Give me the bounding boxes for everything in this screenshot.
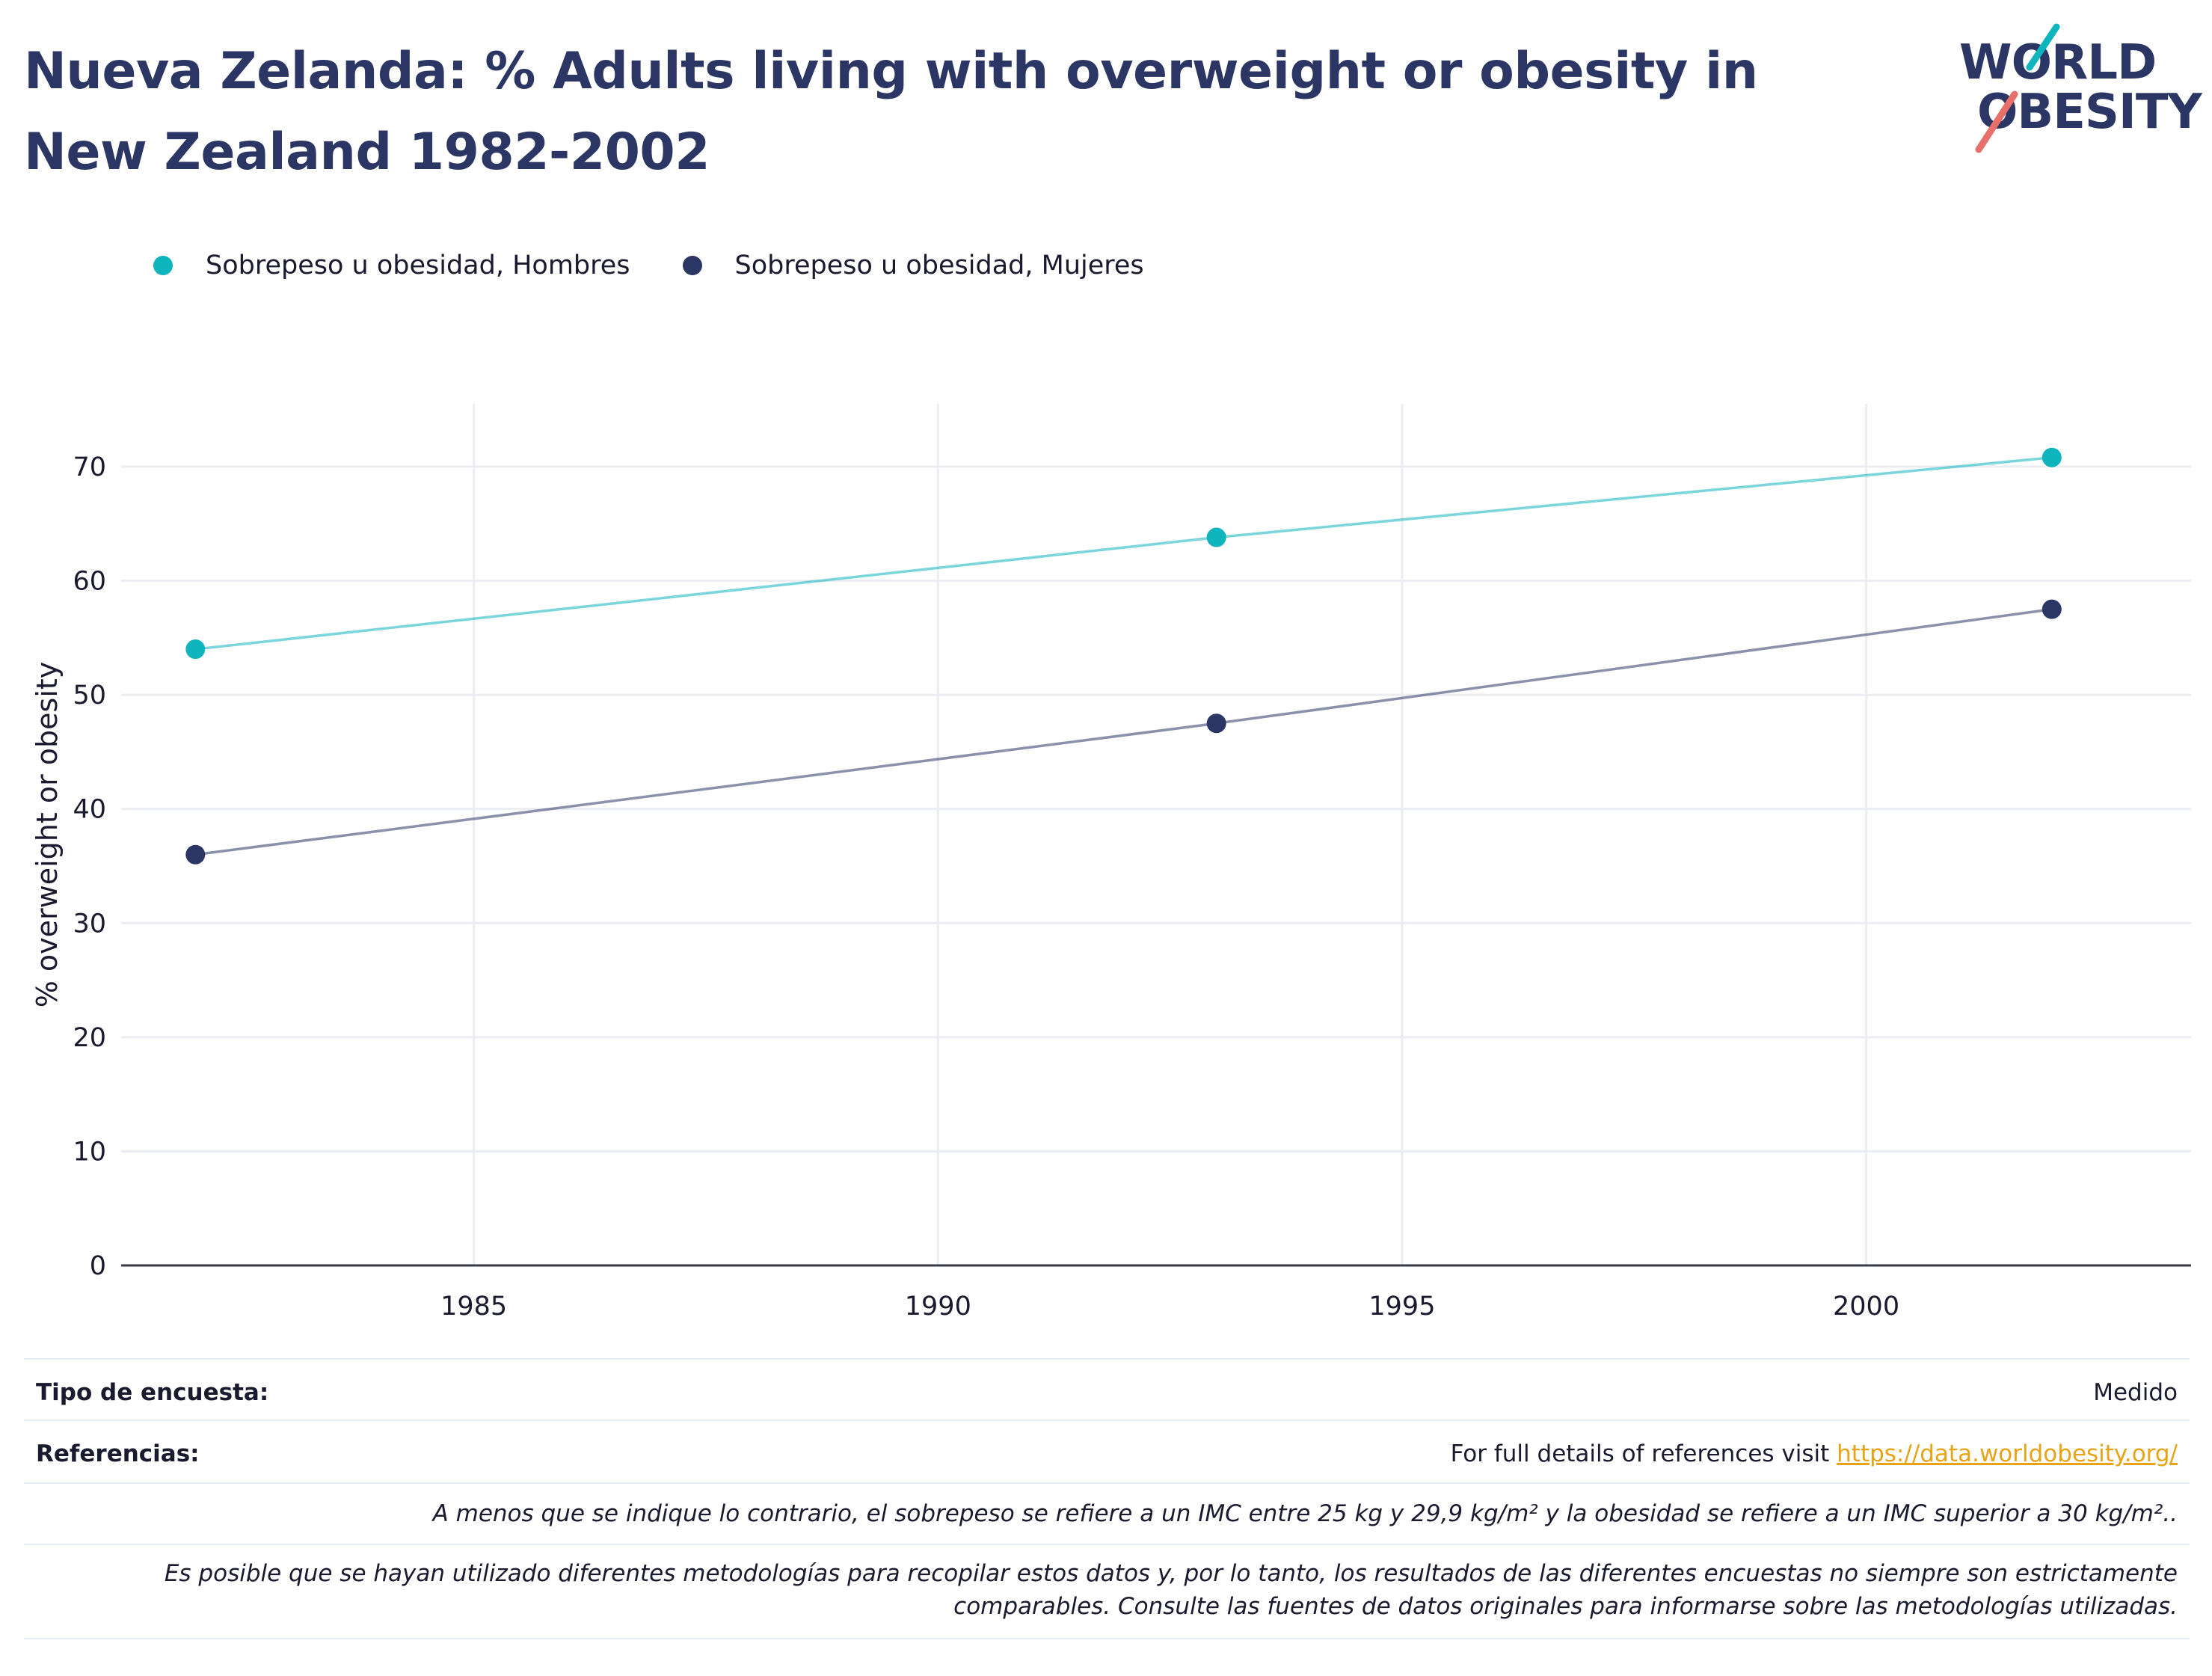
logo-line1: WORLD	[1959, 35, 2157, 90]
methodology-note-row: Es posible que se hayan utilizado difere…	[24, 1544, 2190, 1639]
survey-type-label: Tipo de encuesta:	[36, 1379, 269, 1406]
y-tick-label: 60	[73, 567, 106, 597]
references-row: Referencias: For full details of referen…	[24, 1419, 2190, 1484]
methodology-note: Es posible que se hayan utilizado difere…	[165, 1557, 2178, 1623]
chart-legend: Sobrepeso u obesidad, Hombres Sobrepeso …	[153, 247, 1196, 284]
data-point-series-1	[185, 844, 206, 865]
data-point-series-0	[185, 639, 206, 660]
x-tick-label: 1990	[905, 1292, 971, 1322]
data-point-series-0	[2042, 447, 2062, 467]
y-tick-label: 40	[73, 795, 106, 825]
survey-type-row: Tipo de encuesta: Medido	[24, 1358, 2190, 1421]
references-text: For full details of references visit	[1450, 1440, 1837, 1467]
references-link[interactable]: https://data.worldobesity.org/	[1837, 1440, 2178, 1467]
survey-type-value: Medido	[2093, 1379, 2178, 1406]
references-label: Referencias:	[36, 1440, 200, 1467]
legend-item-hombres[interactable]: Sobrepeso u obesidad, Hombres	[153, 251, 630, 280]
legend-marker-hombres	[153, 256, 173, 275]
data-point-series-0	[1206, 527, 1226, 547]
line-chart: 0 10 20 30 40 50 60 70 1985 1990 1995 2000 % overwei…	[31, 404, 2191, 1322]
y-tick-label: 30	[73, 909, 106, 939]
data-point-series-1	[2042, 599, 2062, 619]
logo-slash-icon	[1975, 23, 2060, 153]
y-tick-label: 20	[73, 1023, 106, 1053]
legend-marker-mujeres	[682, 256, 702, 275]
methodology-note-line1: Es posible que se hayan utilizado difere…	[164, 1560, 2178, 1587]
references-value: For full details of references visit htt…	[1451, 1440, 2178, 1467]
y-tick-label: 10	[73, 1137, 106, 1167]
y-tick-label: 50	[73, 681, 106, 710]
legend-label-hombres: Sobrepeso u obesidad, Hombres	[206, 251, 630, 280]
methodology-note-line2: comparables. Consulte las fuentes de dat…	[953, 1593, 2178, 1620]
x-tick-label: 1995	[1368, 1292, 1435, 1322]
definition-note-row: A menos que se indique lo contrario, el …	[24, 1482, 2190, 1545]
x-tick-label: 2000	[1833, 1292, 1899, 1322]
definition-note: A menos que se indique lo contrario, el …	[432, 1500, 2178, 1527]
y-tick-label: 0	[90, 1251, 106, 1281]
world-obesity-logo: WORLD OBESITY	[1952, 22, 2202, 157]
y-axis-title: % overweight or obesity	[31, 662, 64, 1008]
chart-title: Nueva Zelanda: % Adults living with over…	[24, 42, 1758, 182]
x-tick-label: 1985	[440, 1292, 507, 1322]
data-point-series-1	[1206, 713, 1226, 734]
legend-label-mujeres: Sobrepeso u obesidad, Mujeres	[734, 251, 1144, 280]
y-tick-label: 70	[73, 452, 106, 482]
legend-item-mujeres[interactable]: Sobrepeso u obesidad, Mujeres	[682, 251, 1144, 280]
